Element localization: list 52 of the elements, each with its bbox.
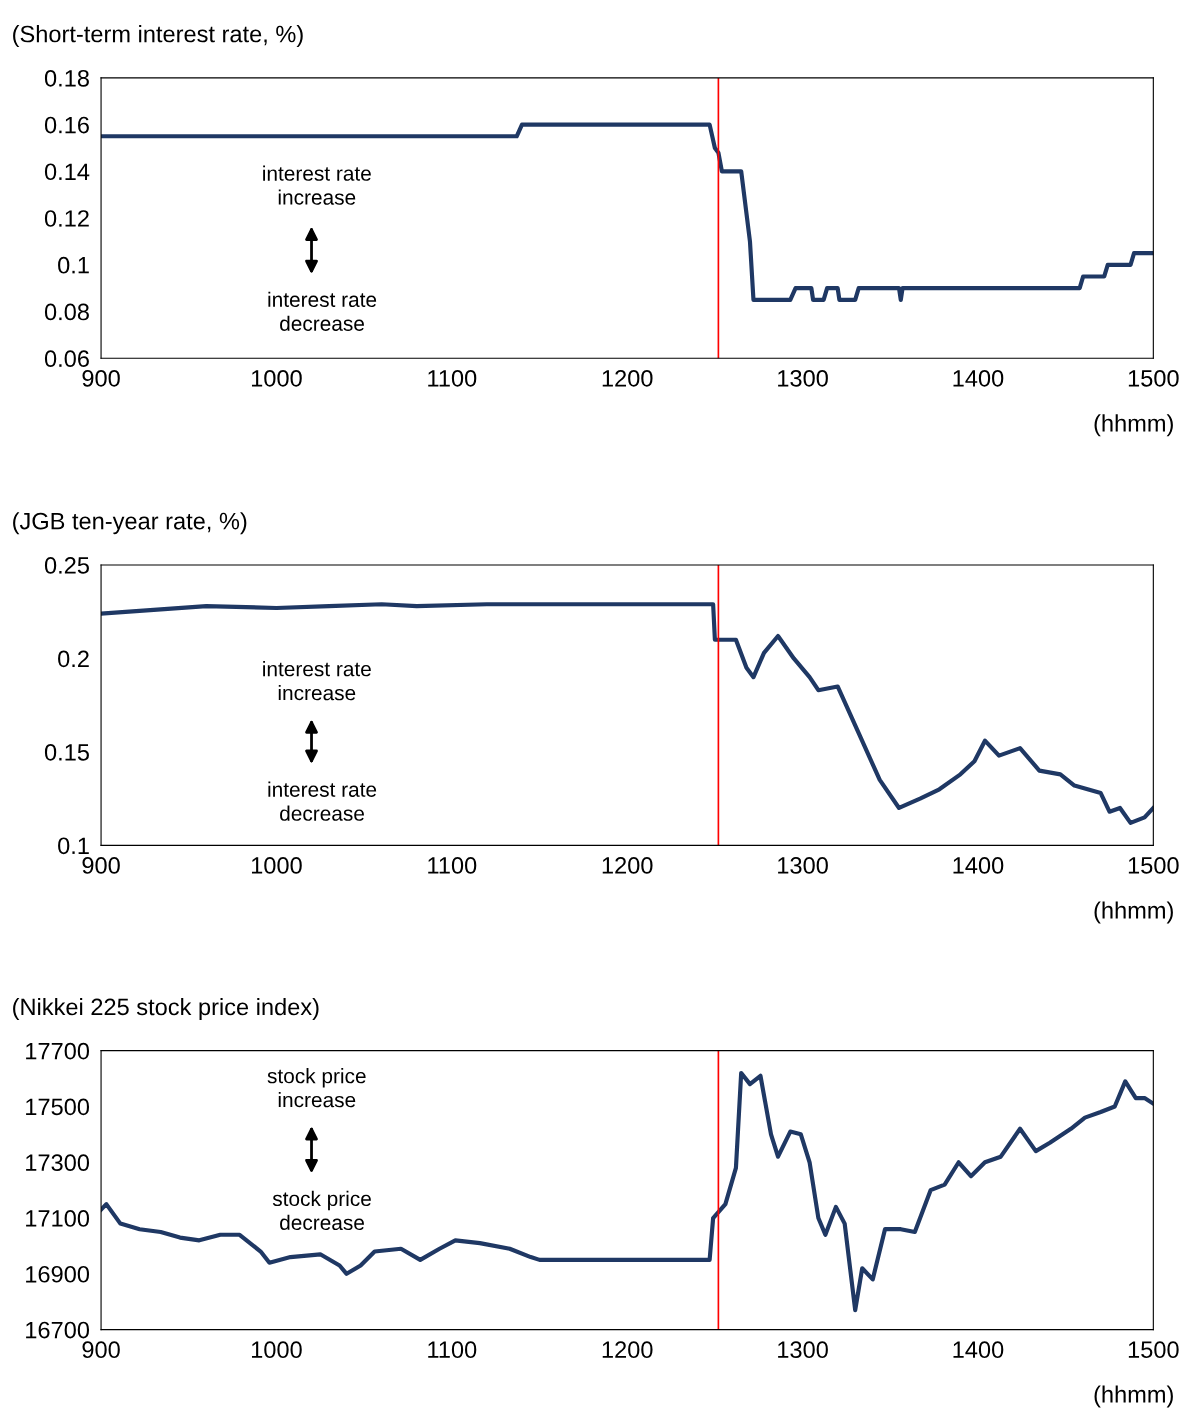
- x-tick-label: 900: [82, 369, 120, 387]
- x-axis-title: (hhmm): [1094, 414, 1173, 437]
- y-tick-label: 0.25: [44, 557, 89, 574]
- x-tick-label: 1000: [251, 369, 302, 387]
- y-tick-label: 17700: [26, 1042, 90, 1060]
- y-tick-label: 0.08: [44, 303, 89, 321]
- line-series: [101, 1070, 1154, 1313]
- line-series: [101, 602, 1154, 826]
- x-tick-label: 1100: [428, 857, 477, 874]
- x-tick-label: 1400: [953, 369, 1004, 387]
- x-tick-label: 1400: [953, 1341, 1004, 1359]
- y-tick-label: 0.18: [44, 69, 89, 87]
- x-tick-label: 900: [82, 857, 120, 874]
- y-axis-title: (Short-term interest rate, %): [13, 25, 303, 48]
- annotation: interest rate decrease: [268, 781, 377, 821]
- annotation: interest rate increase: [263, 165, 371, 205]
- annotation: interest rate increase: [263, 661, 371, 701]
- y-tick-label: 16700: [26, 1321, 90, 1339]
- y-tick-label: 0.06: [44, 350, 89, 368]
- x-tick-label: 1300: [778, 369, 828, 387]
- x-tick-label: 1200: [602, 857, 653, 874]
- x-axis-title: (hhmm): [1094, 1385, 1173, 1408]
- y-axis-title: (JGB ten-year rate, %): [13, 512, 247, 535]
- x-axis-title: (hhmm): [1094, 901, 1173, 924]
- y-tick-label: 0.2: [58, 650, 89, 668]
- y-tick-label: 0.14: [44, 163, 90, 181]
- y-tick-label: 0.15: [44, 743, 89, 761]
- x-tick-label: 1300: [778, 1341, 828, 1359]
- annotation: stock price decrease: [272, 1190, 371, 1231]
- y-tick-label: 0.16: [44, 116, 89, 134]
- x-tick-label: 1200: [602, 369, 653, 387]
- y-axis-title: (Nikkei 225 stock price index): [13, 997, 319, 1020]
- x-tick-label: 1500: [1128, 1341, 1179, 1359]
- x-tick-label: 1500: [1128, 857, 1179, 874]
- x-tick-label: 1400: [953, 857, 1004, 874]
- x-tick-label: 1100: [428, 1341, 477, 1359]
- x-tick-label: 1200: [602, 1341, 653, 1359]
- x-tick-label: 1000: [251, 1341, 302, 1359]
- x-tick-label: 1100: [428, 369, 477, 387]
- annotation: stock price increase: [267, 1068, 366, 1108]
- y-tick-label: 17300: [26, 1154, 90, 1172]
- annotation: interest rate decrease: [268, 291, 377, 331]
- y-tick-label: 0.12: [44, 210, 89, 227]
- y-tick-label: 0.1: [58, 837, 89, 855]
- x-tick-label: 1300: [778, 857, 828, 874]
- x-tick-label: 900: [82, 1341, 120, 1359]
- y-tick-label: 0.1: [58, 256, 89, 274]
- y-tick-label: 17100: [26, 1210, 90, 1227]
- y-tick-label: 16900: [26, 1265, 90, 1283]
- y-tick-label: 17500: [26, 1098, 90, 1116]
- x-tick-label: 1500: [1128, 369, 1179, 387]
- x-tick-label: 1000: [251, 857, 302, 874]
